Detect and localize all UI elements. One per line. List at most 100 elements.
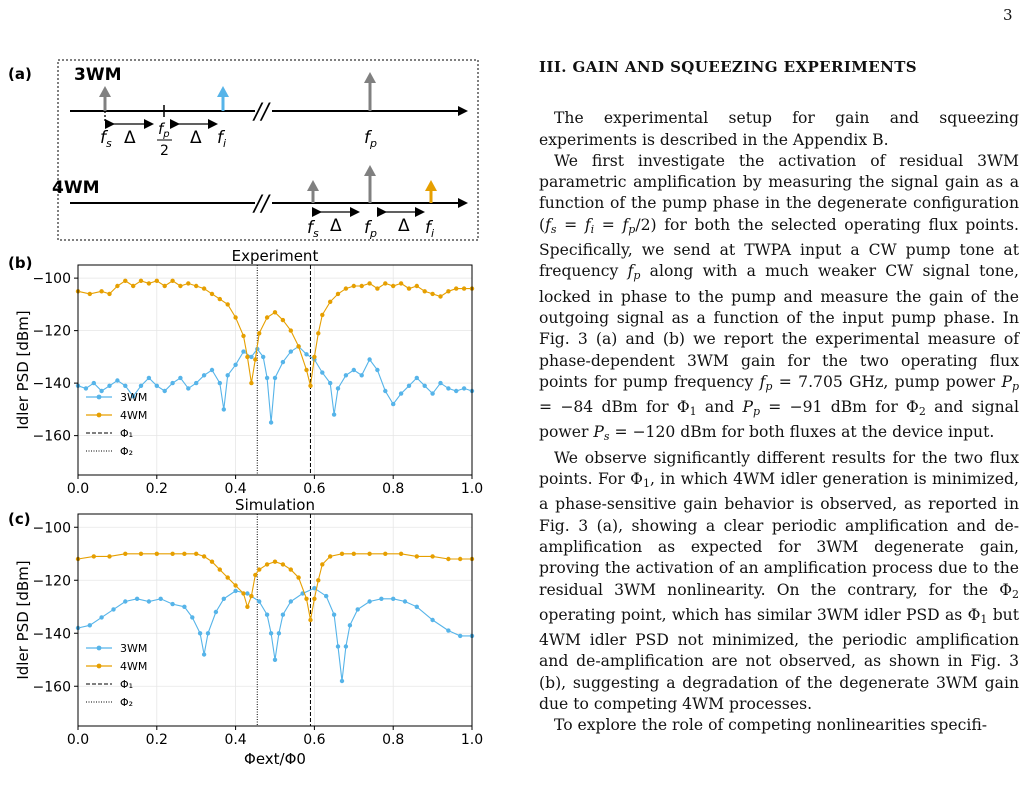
legend-label: 4WM — [120, 660, 147, 673]
data-point — [233, 315, 238, 320]
data-point — [99, 615, 104, 620]
series-4wm — [75, 278, 475, 388]
y-tick-label: −100 — [33, 520, 71, 536]
data-point — [454, 286, 459, 291]
x-tick-label: 0.0 — [67, 481, 89, 497]
delta-3wm-right: Δ — [190, 128, 202, 148]
x-tick-label: 0.8 — [382, 732, 404, 748]
data-point — [422, 383, 427, 388]
data-point — [438, 294, 443, 299]
data-point — [280, 359, 286, 365]
data-point — [131, 283, 136, 289]
data-point — [367, 281, 372, 286]
y-axis-label: Idler PSD [dBm] — [14, 560, 32, 679]
data-point — [312, 354, 317, 360]
data-point — [201, 652, 207, 657]
data-point — [190, 615, 195, 620]
data-point — [406, 383, 412, 388]
x-tick-label: 0.8 — [382, 481, 404, 497]
series-3wm — [75, 586, 475, 684]
figure-3: (a) 3WM 4WM // fs Δ fp 2 Δ fi fp — [8, 59, 483, 768]
data-point — [367, 357, 372, 362]
series-4wm — [75, 551, 475, 623]
y-tick-label: −160 — [33, 679, 71, 695]
data-point — [304, 367, 309, 373]
data-point — [359, 283, 364, 289]
data-point — [328, 380, 333, 386]
data-point — [328, 299, 333, 304]
data-point — [264, 375, 270, 381]
data-point — [186, 386, 191, 391]
data-point — [414, 375, 419, 381]
data-point — [446, 556, 451, 562]
data-point — [331, 612, 337, 617]
data-point — [217, 380, 222, 386]
delta-4wm-right: Δ — [398, 216, 410, 236]
data-point — [115, 378, 120, 383]
data-point — [331, 412, 337, 417]
data-point — [158, 596, 163, 601]
data-point — [217, 567, 222, 572]
data-point — [213, 609, 219, 615]
data-point — [375, 286, 380, 291]
paragraph-1: The experimental setup for gain and sque… — [539, 109, 1019, 149]
plot-frame — [77, 513, 473, 727]
chart-simulation: 0.0 0.2 0.4 0.6 0.8 1.0 −100 −120 −140 −160 Simula… — [14, 496, 483, 768]
data-point — [320, 370, 325, 375]
data-point — [383, 388, 388, 394]
legend-label: Φ₂ — [120, 696, 133, 709]
x-tick-label: 0.0 — [67, 732, 89, 748]
data-point — [304, 352, 309, 357]
data-point — [383, 281, 388, 286]
paragraph-3: We observe significantly different resul… — [539, 448, 1019, 714]
data-point — [217, 296, 222, 302]
section-title: III. GAIN AND SQUEEZING EXPERIMENTS — [539, 58, 918, 76]
label-fs-4wm: fs — [307, 218, 319, 240]
data-point — [123, 551, 128, 556]
data-point — [379, 596, 384, 601]
data-point — [391, 401, 396, 407]
data-point — [398, 391, 404, 396]
data-point — [343, 644, 349, 649]
data-point — [194, 551, 199, 556]
data-point — [138, 551, 144, 556]
fs4-head — [307, 180, 319, 191]
data-point — [253, 357, 258, 362]
data-point — [146, 375, 152, 381]
label-fp-half-num: fp — [158, 120, 170, 140]
data-point — [264, 315, 270, 320]
data-point — [154, 551, 159, 556]
data-point — [316, 578, 321, 583]
data-point — [91, 554, 97, 559]
data-point — [205, 631, 211, 636]
data-point — [261, 354, 266, 360]
data-point — [280, 612, 286, 617]
data-point — [257, 567, 262, 572]
y-tick-label: −140 — [33, 376, 71, 392]
fi3-head — [217, 86, 229, 97]
data-point — [438, 380, 443, 386]
panel-c-label: (c) — [8, 510, 31, 528]
data-point — [107, 291, 112, 297]
data-point — [249, 380, 254, 386]
chart-experiment: 0.0 0.2 0.4 0.6 0.8 1.0 −100 −120 −140 −160 Experi… — [14, 247, 483, 497]
legend-label: 4WM — [120, 409, 147, 422]
arrow-fi-3wm — [217, 86, 229, 111]
data-point — [343, 373, 349, 378]
page-number: 3 — [1003, 6, 1013, 24]
data-point — [170, 601, 175, 607]
data-point — [83, 386, 89, 391]
label-fp-4wm: fp — [364, 218, 377, 240]
data-point — [257, 331, 262, 336]
data-point — [288, 599, 293, 604]
x-tick-label: 0.2 — [146, 732, 168, 748]
legend: 3WM 4WM Φ₁ Φ₂ — [86, 642, 147, 709]
legend-label: 3WM — [120, 642, 147, 655]
label-fi-4wm: fi — [425, 218, 434, 240]
arrow-fp-3wm — [364, 72, 376, 111]
x-tick-label: 0.6 — [303, 481, 325, 497]
data-point — [304, 596, 309, 601]
data-point — [138, 278, 144, 283]
x-tick-label: 0.2 — [146, 481, 168, 497]
data-point — [296, 575, 301, 580]
